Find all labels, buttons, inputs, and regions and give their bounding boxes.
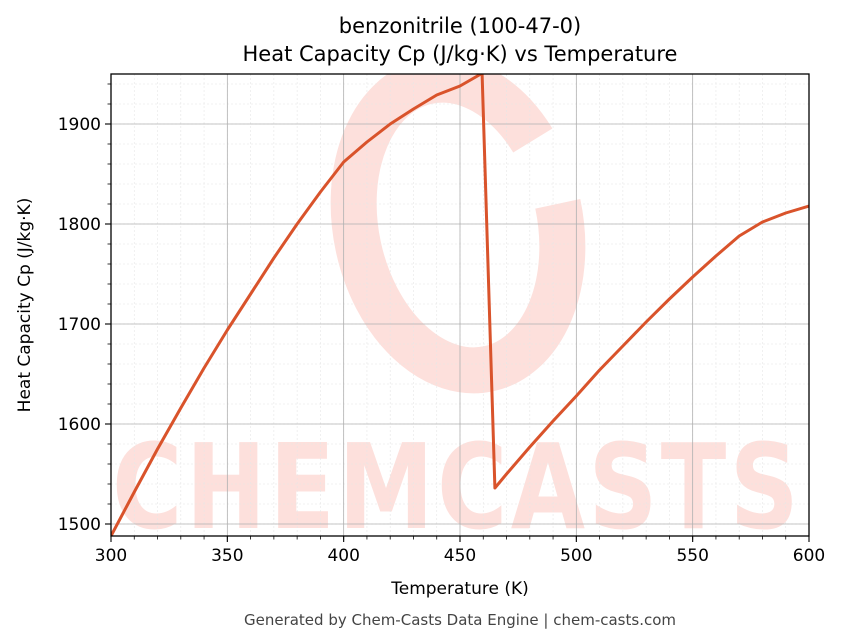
x-axis-label: Temperature (K) bbox=[390, 579, 529, 599]
chart-title: benzonitrile (100-47-0) bbox=[339, 14, 581, 38]
chart-subtitle: Heat Capacity Cp (J/kg·K) vs Temperature bbox=[243, 42, 678, 66]
x-tick-label: 400 bbox=[327, 546, 359, 566]
series-layer bbox=[111, 74, 809, 536]
y-tick-label: 1500 bbox=[58, 515, 101, 535]
x-tick-label: 500 bbox=[560, 546, 592, 566]
x-tick-label: 550 bbox=[676, 546, 708, 566]
y-tick-label: 1900 bbox=[58, 115, 101, 135]
y-tick-label: 1600 bbox=[58, 415, 101, 435]
x-tick-label: 600 bbox=[793, 546, 825, 566]
x-tick-label: 350 bbox=[211, 546, 243, 566]
watermark-logo: CHEMCASTS bbox=[112, 74, 802, 556]
y-tick-label: 1800 bbox=[58, 215, 101, 235]
watermark-text: CHEMCASTS bbox=[112, 418, 802, 556]
footer-credit: Generated by Chem-Casts Data Engine | ch… bbox=[244, 611, 676, 629]
y-tick-label: 1700 bbox=[58, 315, 101, 335]
y-axis-label: Heat Capacity Cp (J/kg·K) bbox=[15, 198, 35, 413]
x-tick-label: 300 bbox=[95, 546, 127, 566]
axis-ticks: 300 350 400 450 500 550 600 1500 1600 1700 1800 190… bbox=[58, 83, 825, 566]
x-tick-label: 450 bbox=[444, 546, 476, 566]
series-line-0 bbox=[111, 74, 809, 536]
